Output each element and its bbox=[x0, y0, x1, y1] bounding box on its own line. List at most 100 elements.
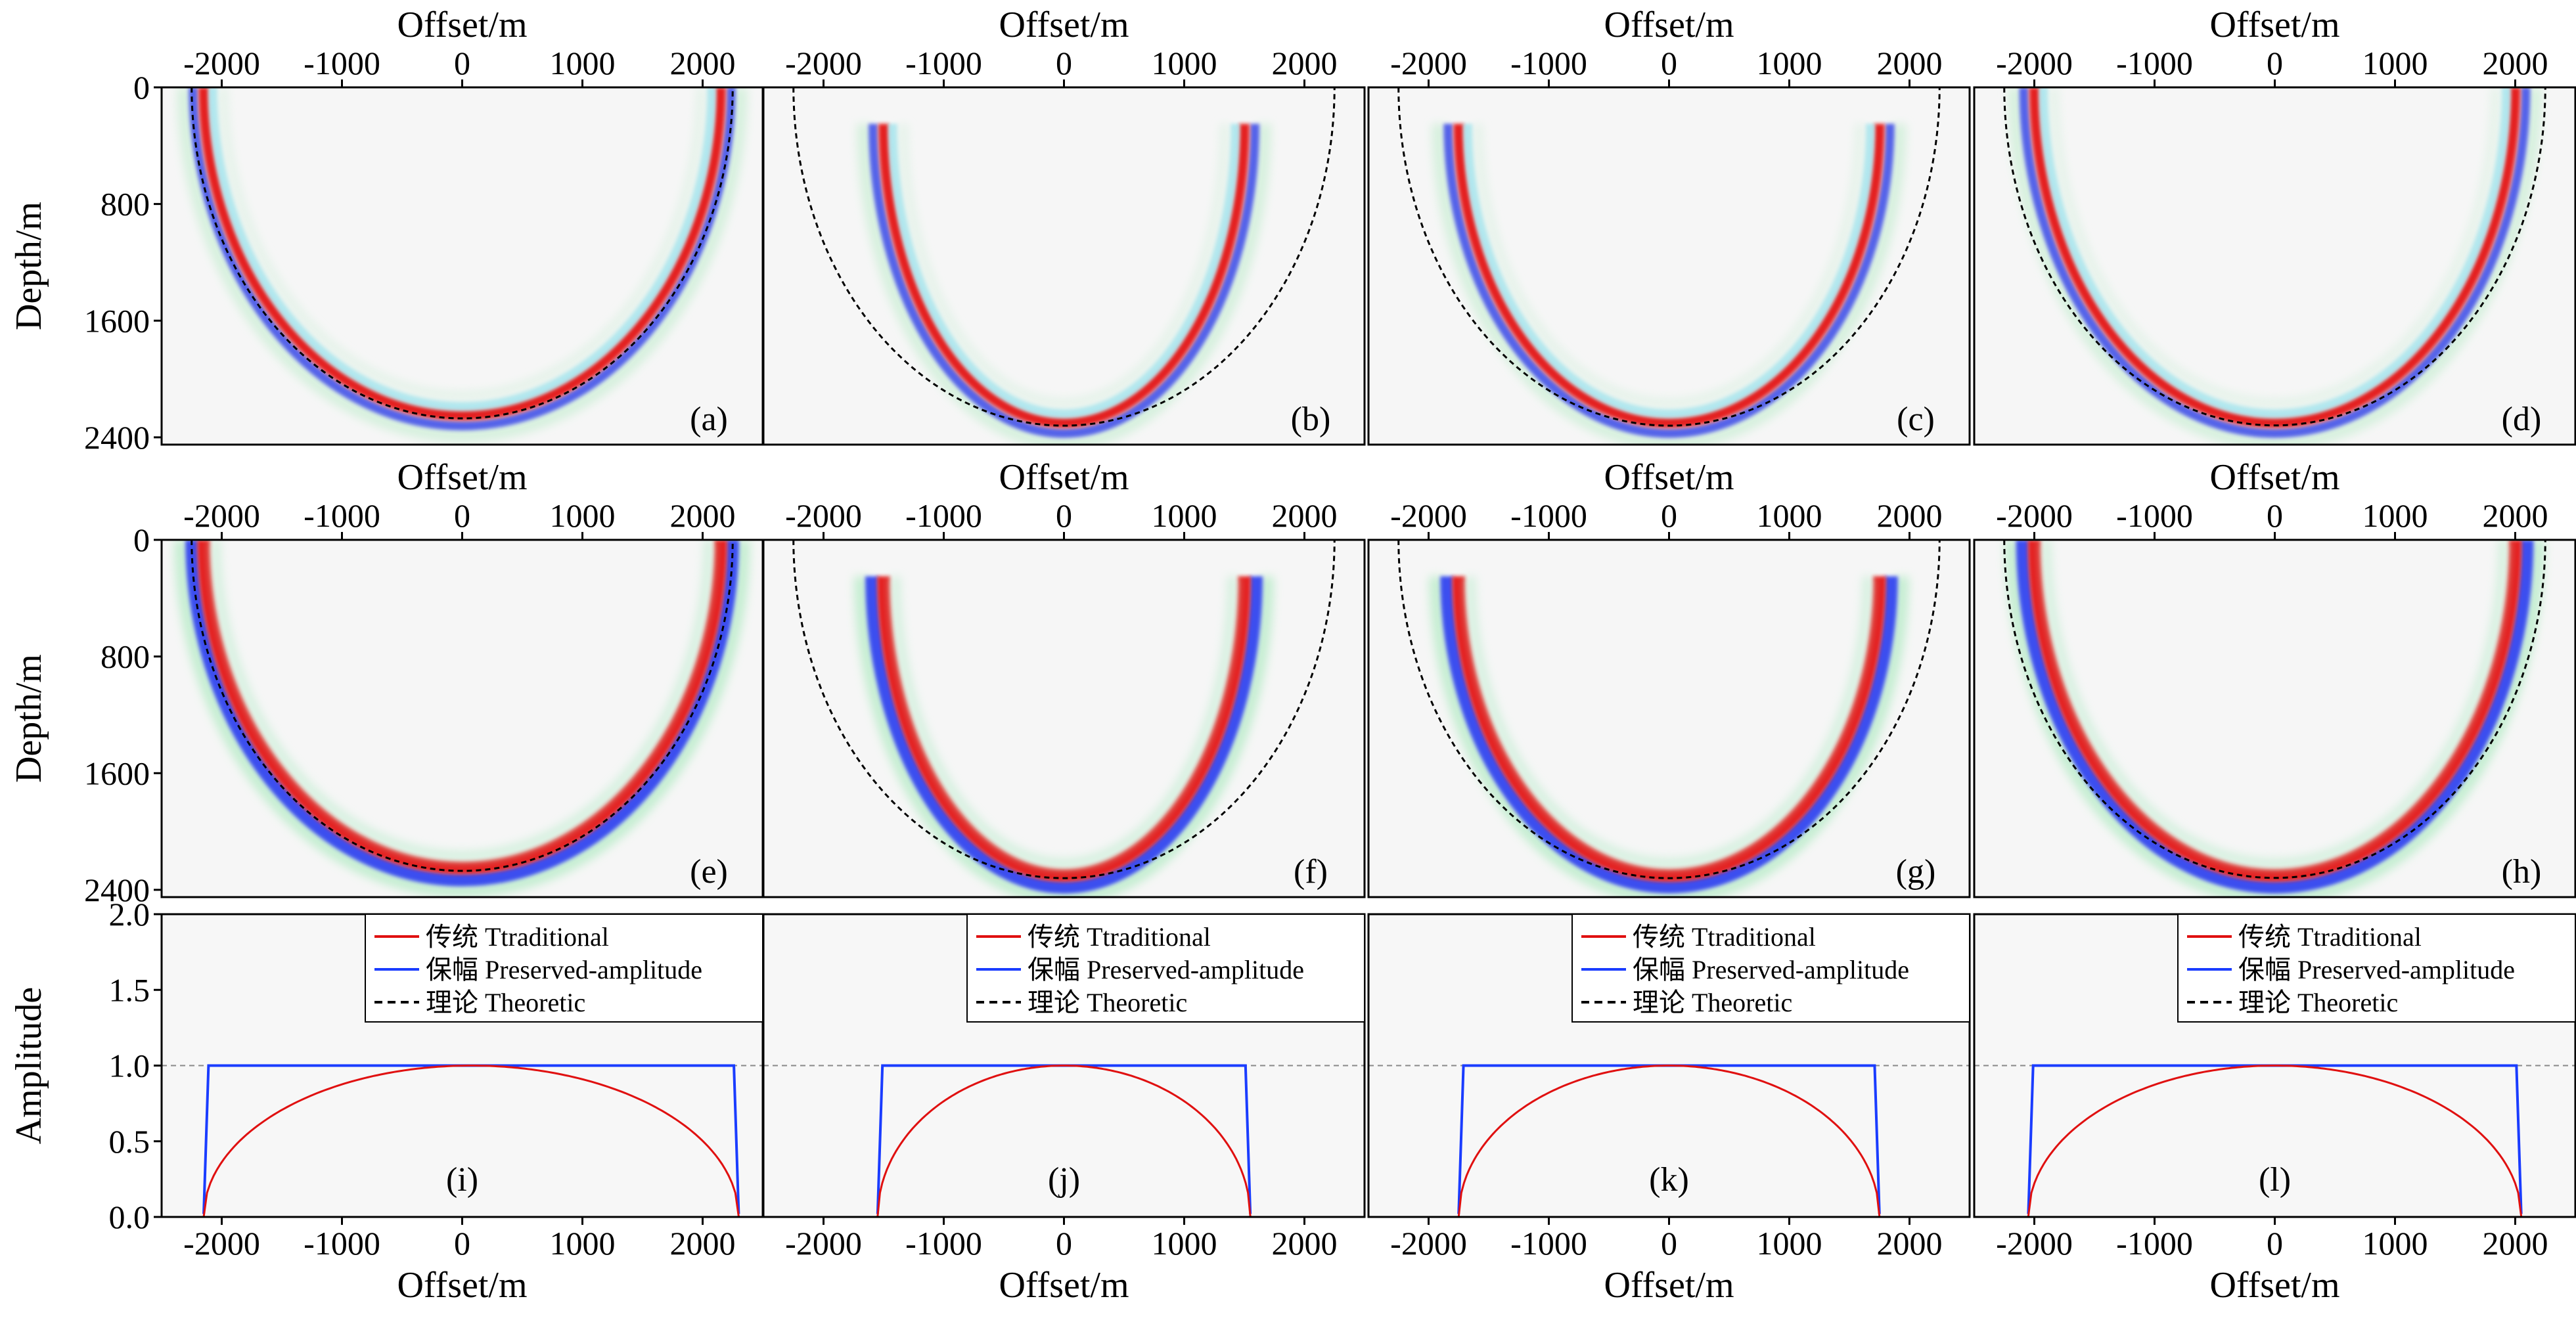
x-tick-label: 1000 bbox=[1152, 1225, 1217, 1262]
wavefront-band-1 bbox=[185, 540, 739, 887]
y-tick-label: 1.5 bbox=[109, 971, 150, 1008]
panel-c: -2000 -1000 0 1000 2000 Offset/m (c) bbox=[1367, 5, 1971, 446]
legend-label-preserved: 保幅 Preserved-amplitude bbox=[1633, 955, 1909, 984]
panel-f: -2000 -1000 0 1000 2000 Offset/m (f) bbox=[762, 457, 1366, 898]
wavefront-band-3 bbox=[2039, 87, 2511, 418]
theoretic-curve bbox=[792, 87, 1336, 427]
y-tick-label: 0 bbox=[133, 521, 150, 558]
x-tick-label: 2000 bbox=[2483, 45, 2548, 81]
seismic-wavefront bbox=[792, 540, 1336, 897]
seismic-wavefront bbox=[1397, 540, 1941, 897]
wavefront-band-2 bbox=[1453, 123, 1885, 428]
x-axis-label: Offset/m bbox=[1604, 457, 1734, 498]
x-tick-label: 2000 bbox=[1877, 45, 1943, 81]
legend-label-traditional: 传统 Ttraditional bbox=[1633, 922, 1816, 952]
wavefront-band-1 bbox=[865, 576, 1263, 894]
y-tick-label: 1.0 bbox=[109, 1048, 150, 1084]
panel-k: -2000 -1000 0 1000 2000 Offset/m 传统 Ttradition… bbox=[1367, 913, 1971, 1306]
y-tick-label: 800 bbox=[101, 186, 150, 223]
y-tick-label: 0.0 bbox=[109, 1199, 150, 1235]
x-tick-label: 2000 bbox=[1272, 497, 1338, 534]
x-tick-label: 0 bbox=[1661, 1225, 1677, 1262]
x-tick-label: 2000 bbox=[2483, 497, 2548, 534]
x-tick-label: -2000 bbox=[1390, 497, 1467, 534]
panel-i: -2000 -1000 0 1000 2000 Offset/m 0.0 0.5 1.0 1.5 2… bbox=[9, 896, 764, 1306]
legend: 传统 Ttraditional 保幅 Preserved-amplitude 理论 … bbox=[1571, 914, 1970, 1023]
x-axis-label: Offset/m bbox=[2209, 1265, 2339, 1306]
x-tick-label: -2000 bbox=[183, 1225, 260, 1262]
legend-label-preserved: 保幅 Preserved-amplitude bbox=[2238, 955, 2515, 984]
x-tick-label: 2000 bbox=[1877, 1225, 1943, 1262]
seismic-wavefront bbox=[1397, 87, 1941, 445]
x-tick-label: -1000 bbox=[905, 497, 982, 534]
wavefront-band-3 bbox=[888, 123, 1240, 418]
panel-label: (j) bbox=[1048, 1161, 1080, 1199]
legend-box bbox=[1571, 914, 1970, 1023]
y-tick-label: 0.5 bbox=[109, 1123, 150, 1160]
x-axis-label: Offset/m bbox=[999, 457, 1129, 498]
panel-background bbox=[763, 540, 1365, 897]
legend-label-theoretic: 理论 Theoretic bbox=[2238, 988, 2398, 1017]
x-tick-label: 2000 bbox=[1272, 1225, 1338, 1262]
wavefront-band-1 bbox=[2019, 87, 2531, 438]
x-tick-label: 1000 bbox=[1152, 497, 1217, 534]
panel-background bbox=[162, 87, 763, 445]
legend-label-traditional: 传统 Ttraditional bbox=[426, 922, 609, 952]
panel-background bbox=[763, 87, 1365, 445]
x-tick-label: -1000 bbox=[304, 497, 380, 534]
wavefront-band-4 bbox=[2049, 87, 2500, 408]
panel-l: -2000 -1000 0 1000 2000 Offset/m 传统 Ttradition… bbox=[1973, 913, 2576, 1306]
wavefront-band-3 bbox=[1465, 576, 1873, 869]
x-tick-label: 1000 bbox=[1152, 45, 1217, 81]
x-axis-label: Offset/m bbox=[397, 5, 527, 45]
wavefront-band-3 bbox=[1463, 123, 1875, 418]
x-tick-label: 0 bbox=[454, 497, 470, 534]
x-tick-label: 0 bbox=[1056, 45, 1072, 81]
wavefront-band-1 bbox=[2016, 540, 2534, 894]
legend-label-preserved: 保幅 Preserved-amplitude bbox=[1028, 955, 1304, 984]
legend-label-theoretic: 理论 Theoretic bbox=[1633, 988, 1792, 1017]
y-axis-label: Amplitude bbox=[9, 987, 49, 1145]
x-tick-label: -2000 bbox=[183, 497, 260, 534]
wavefront-band-0 bbox=[2004, 540, 2545, 897]
y-tick-label: 1600 bbox=[84, 302, 150, 339]
wavefront-band-4 bbox=[899, 123, 1229, 408]
x-axis-label: Offset/m bbox=[1604, 5, 1734, 45]
x-tick-label: 0 bbox=[1661, 45, 1677, 81]
wavefront-band-2 bbox=[878, 123, 1250, 428]
x-axis-label: Offset/m bbox=[999, 5, 1129, 45]
theoretic-curve bbox=[1397, 540, 1941, 879]
x-tick-label: 1000 bbox=[2362, 497, 2428, 534]
panel-label: (d) bbox=[2502, 401, 2542, 438]
wavefront-band-1 bbox=[869, 123, 1259, 438]
panel-b: -2000 -1000 0 1000 2000 Offset/m (b) bbox=[762, 5, 1366, 446]
seismic-wavefront bbox=[177, 87, 748, 443]
x-axis-label: Offset/m bbox=[2209, 5, 2339, 45]
panel-g: -2000 -1000 0 1000 2000 Offset/m (g) bbox=[1367, 457, 1971, 898]
x-tick-label: -2000 bbox=[1390, 45, 1467, 81]
x-tick-label: 0 bbox=[1661, 497, 1677, 534]
panel-label: (k) bbox=[1649, 1161, 1689, 1199]
panel-e: -2000 -1000 0 1000 2000Offset/m080016002400D… bbox=[9, 457, 764, 908]
wavefront-band-3 bbox=[210, 540, 714, 862]
x-axis-label: Offset/m bbox=[2209, 457, 2339, 498]
legend-label-traditional: 传统 Ttraditional bbox=[1028, 922, 1211, 952]
x-tick-label: 2000 bbox=[670, 1225, 736, 1262]
x-tick-label: 1000 bbox=[2362, 45, 2428, 81]
y-tick-label: 800 bbox=[101, 638, 150, 675]
series-traditional bbox=[202, 1065, 740, 1217]
x-tick-label: -1000 bbox=[304, 1225, 380, 1262]
seismic-wavefront bbox=[2003, 540, 2546, 897]
series-traditional bbox=[876, 1065, 1252, 1217]
wavefront-band-0 bbox=[1432, 123, 1907, 445]
legend-label-theoretic: 理论 Theoretic bbox=[1028, 988, 1187, 1017]
x-tick-label: -2000 bbox=[1390, 1225, 1467, 1262]
wavefront-band-0 bbox=[177, 87, 748, 443]
wavefront-band-2 bbox=[197, 540, 727, 875]
x-tick-label: 1000 bbox=[1757, 45, 1822, 81]
x-tick-label: 2000 bbox=[1272, 45, 1338, 81]
legend-box bbox=[2177, 914, 2576, 1023]
x-tick-label: 2000 bbox=[670, 45, 736, 81]
x-tick-label: -1000 bbox=[1510, 45, 1587, 81]
panel-h: -2000 -1000 0 1000 2000 Offset/m (h) bbox=[1973, 457, 2576, 898]
